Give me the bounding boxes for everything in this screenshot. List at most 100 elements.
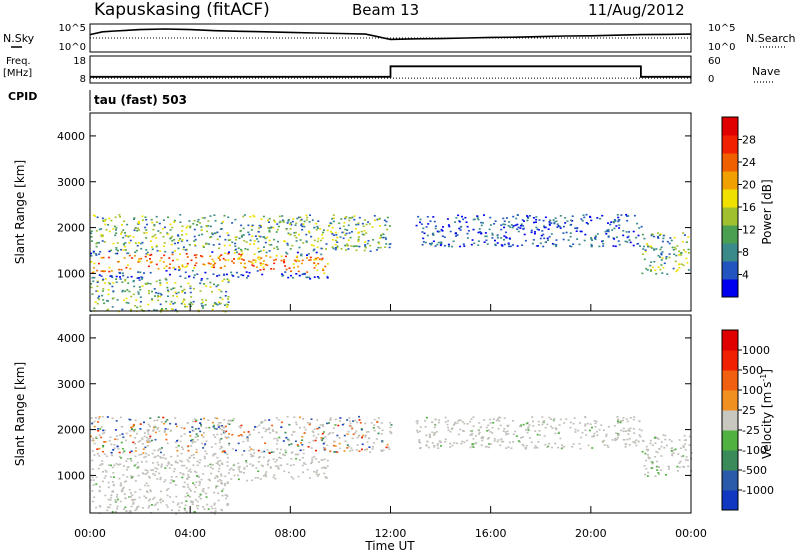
velocity-cell [92, 500, 95, 503]
power-cell [98, 228, 101, 231]
power-cell [140, 308, 143, 311]
power-cell [110, 275, 113, 277]
power-cell [127, 302, 130, 304]
power-cell [184, 292, 186, 294]
velocity-cell [526, 427, 529, 430]
velocity-cell [243, 450, 246, 452]
power-cell [316, 225, 319, 228]
velocity-cell [183, 427, 186, 430]
velocity-cell [203, 455, 206, 458]
velocity-cell [428, 435, 431, 437]
velocity-cell [222, 429, 225, 432]
power-cell [151, 298, 153, 300]
velocity-cell [503, 417, 506, 419]
power-cell [190, 296, 193, 298]
power-cell [496, 234, 499, 237]
power-cell [526, 216, 529, 218]
power-cell [166, 233, 169, 236]
velocity-cell [615, 438, 618, 441]
power-cell [535, 218, 538, 221]
power-cell [660, 246, 663, 249]
power-cell [599, 217, 602, 220]
velocity-cell [134, 442, 136, 445]
velocity-cell [558, 424, 561, 426]
power-colorbar-label-6: 28 [742, 134, 756, 147]
velocity-cell [195, 471, 198, 474]
power-cell [174, 291, 177, 294]
power-cell [260, 224, 262, 227]
power-cell [384, 224, 387, 226]
velocity-cell [149, 490, 152, 493]
velocity-cell [474, 435, 477, 437]
velocity-cell [572, 422, 575, 425]
velocity-cell [321, 424, 324, 426]
power-cell [659, 256, 661, 258]
power-cell [137, 293, 140, 295]
velocity-cell [512, 441, 515, 443]
power-cell [162, 245, 165, 247]
velocity-cell [129, 510, 132, 513]
velocity-cell [198, 461, 201, 464]
power-cell [101, 234, 104, 237]
power-cell [223, 304, 226, 306]
power-cell [244, 266, 247, 269]
velocity-cell [140, 461, 143, 463]
power-cell [482, 222, 484, 224]
power-cell [383, 219, 386, 222]
power-cell [289, 233, 292, 236]
velocity-cell [506, 433, 508, 435]
power-cell [472, 228, 475, 231]
velocity-cell [150, 504, 153, 506]
power-cell [132, 293, 135, 296]
velocity-cell [574, 431, 577, 433]
velocity-cell [470, 430, 473, 432]
velocity-cell [302, 452, 305, 455]
power-cell [268, 250, 271, 252]
power-cell [107, 293, 110, 296]
velocity-cell [225, 430, 228, 433]
velocity-cell [293, 431, 296, 433]
velocity-cell [118, 451, 121, 454]
power-cell [117, 249, 119, 252]
power-cell [687, 236, 690, 238]
velocity-cell [221, 426, 224, 428]
power-cell [439, 244, 442, 247]
velocity-cell [548, 442, 551, 445]
power-cell [480, 221, 483, 224]
power-cell [657, 254, 660, 257]
velocity-cell [203, 444, 206, 447]
power-cell [186, 225, 189, 228]
velocity-cell [444, 421, 447, 423]
power-cell [151, 248, 154, 251]
power-cell [264, 241, 267, 244]
velocity-colorbar-label-0: 1000 [742, 344, 770, 357]
power-cell [378, 217, 381, 220]
velocity-cell [265, 471, 268, 473]
velocity-cell [173, 468, 176, 470]
power-cell [641, 253, 644, 255]
power-cell [687, 269, 690, 271]
velocity-cell [654, 456, 657, 458]
velocity-cell [474, 442, 477, 445]
velocity-cell [191, 501, 194, 504]
velocity-cell [334, 418, 337, 421]
power-cell [473, 218, 476, 221]
power-cell [99, 251, 102, 253]
power-cell [181, 291, 184, 293]
velocity-cell [385, 446, 388, 449]
noise-panel: N.Sky 10^5 10^0 10^5 10^0 N.Search [3, 23, 796, 53]
power-cell [318, 258, 321, 260]
power-cell [433, 220, 436, 223]
velocity-cell [671, 454, 674, 457]
velocity-cell [333, 440, 336, 443]
velocity-cell [215, 485, 218, 487]
power-cell [208, 243, 211, 245]
power-cell [368, 223, 371, 225]
power-cell [126, 223, 129, 226]
power-cell [202, 246, 205, 248]
power-cell [168, 267, 171, 269]
velocity-cell [525, 447, 527, 450]
velocity-cell [269, 466, 272, 468]
power-cell [284, 271, 287, 273]
power-cell [385, 238, 387, 240]
